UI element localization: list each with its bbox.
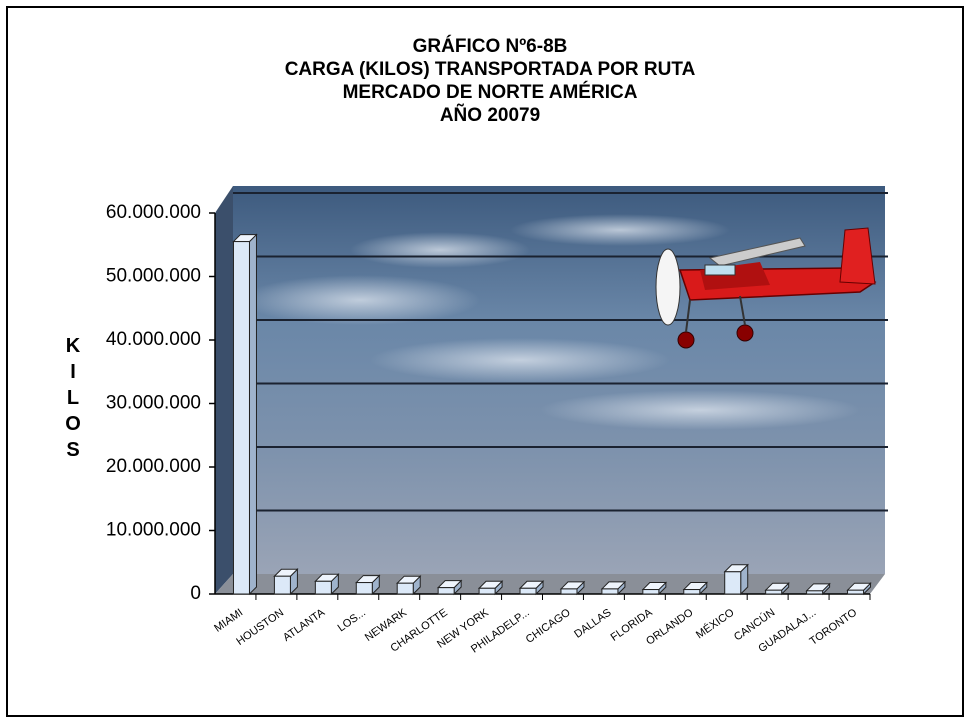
chart-title: GRÁFICO Nº6-8B	[413, 35, 568, 57]
bar	[478, 587, 496, 595]
floor	[215, 574, 885, 594]
chart-title: CARGA (KILOS) TRANSPORTADA POR RUTA	[285, 59, 696, 80]
bar	[355, 582, 373, 595]
bar	[847, 589, 865, 595]
y-tick-label: 0	[190, 583, 201, 604]
plane-illustration	[655, 227, 877, 349]
grid	[233, 192, 888, 512]
clouds	[240, 214, 860, 430]
y-tick-label: 20.000.000	[106, 456, 201, 477]
chart-title: AÑO 20079	[440, 104, 540, 126]
bar	[642, 589, 660, 595]
bar	[806, 590, 824, 595]
y-tick-label: 30.000.000	[106, 393, 201, 414]
bar	[601, 588, 619, 595]
y-tick-label: 50.000.000	[106, 266, 201, 287]
bar	[519, 587, 537, 595]
y-tick-label: 60.000.000	[106, 202, 201, 223]
bar	[232, 241, 250, 595]
side-wall	[215, 186, 233, 594]
bar	[437, 587, 455, 595]
bar	[724, 571, 742, 595]
chart-title: MERCADO DE NORTE AMÉRICA	[343, 81, 638, 103]
bar	[683, 589, 701, 595]
bar	[765, 589, 783, 595]
y-tick-label: 10.000.000	[106, 520, 201, 541]
bar	[396, 582, 414, 595]
bar-side	[248, 233, 257, 596]
bar	[273, 575, 291, 595]
bar	[314, 580, 332, 595]
y-axis-label: KILOS	[62, 335, 84, 465]
y-tick-label: 40.000.000	[106, 329, 201, 350]
bar	[560, 588, 578, 595]
